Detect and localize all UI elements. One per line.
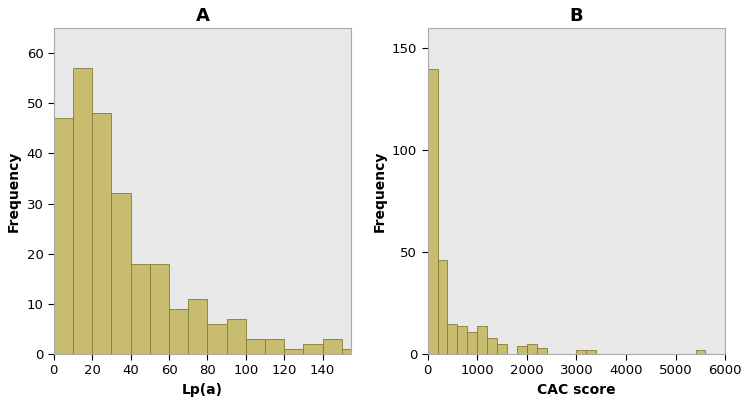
Bar (284, 349, 303, 354)
Bar (428, 69, 437, 354)
Bar (497, 344, 507, 354)
Bar (92, 113, 112, 354)
Bar (447, 324, 458, 354)
Bar (696, 350, 706, 354)
Bar (112, 194, 130, 354)
Bar (537, 348, 547, 354)
Bar (467, 332, 477, 354)
Title: A: A (195, 7, 210, 25)
Bar (188, 299, 207, 354)
Bar (207, 324, 227, 354)
Bar (577, 350, 586, 354)
Bar (246, 339, 265, 354)
Bar (54, 118, 73, 354)
Bar (130, 264, 150, 354)
Bar (586, 350, 596, 354)
Bar (361, 349, 380, 354)
Y-axis label: Frequency: Frequency (7, 150, 21, 231)
Bar (534, 349, 553, 354)
X-axis label: Lp(a): Lp(a) (182, 383, 223, 397)
Bar (487, 338, 497, 354)
Bar (517, 346, 527, 354)
Bar (169, 309, 188, 354)
Bar (303, 344, 323, 354)
Bar (527, 344, 537, 354)
X-axis label: CAC score: CAC score (537, 383, 616, 397)
Bar (227, 319, 246, 354)
Bar (477, 326, 487, 354)
Bar (437, 260, 447, 354)
Y-axis label: Frequency: Frequency (372, 150, 386, 231)
Bar (380, 349, 399, 354)
Bar (458, 326, 467, 354)
Bar (342, 349, 361, 354)
Bar (73, 68, 92, 354)
Bar (265, 339, 284, 354)
Bar (323, 339, 342, 354)
Title: B: B (570, 7, 583, 25)
Bar (150, 264, 169, 354)
